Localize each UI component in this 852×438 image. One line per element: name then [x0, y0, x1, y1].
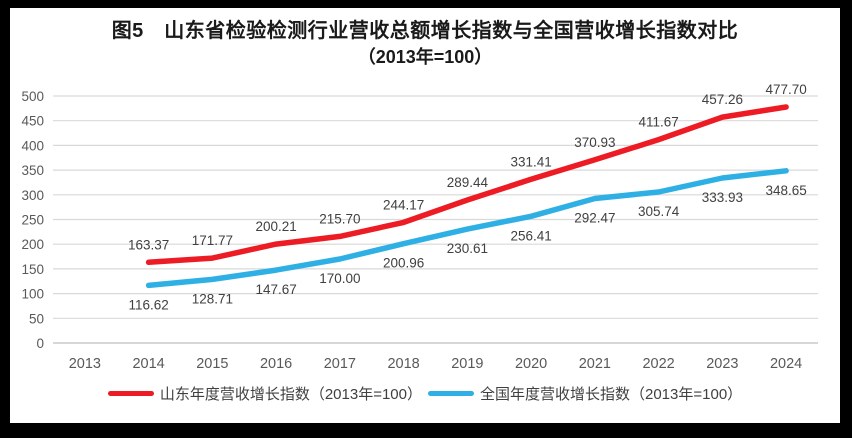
- data-label: 370.93: [574, 135, 615, 150]
- data-label: 215.70: [319, 212, 360, 227]
- series-line: [145, 168, 789, 289]
- data-label: 305.74: [638, 204, 680, 219]
- data-label: 116.62: [128, 298, 168, 313]
- x-axis-tick-label: 2015: [196, 356, 228, 372]
- y-axis-tick-label: 400: [21, 139, 44, 154]
- y-axis-tick-label: 100: [21, 287, 44, 302]
- data-label: 244.17: [383, 198, 424, 213]
- line-chart: 0 50 100 150 200 250 300 350 400 450 500 2013 2014 20…: [21, 82, 818, 372]
- legend-swatch: [107, 391, 154, 397]
- data-label: 331.41: [510, 155, 551, 170]
- data-label: 128.71: [192, 292, 233, 307]
- legend-item: 全国年度营收增长指数（2013年=100）: [428, 383, 742, 404]
- y-axis-tick-label: 300: [21, 188, 44, 203]
- data-label: 200.96: [383, 256, 424, 271]
- legend-label: 全国年度营收增长指数（2013年=100）: [480, 386, 743, 404]
- data-label: 289.44: [447, 175, 489, 190]
- chart-title-line1: 图5 山东省检验检测行业营收总额增长指数与全国营收增长指数对比: [111, 20, 739, 42]
- data-label: 147.67: [255, 282, 296, 297]
- y-axis-tick-label: 450: [21, 114, 44, 129]
- x-axis-tick-label: 2014: [132, 356, 164, 372]
- data-label: 170.00: [319, 271, 360, 286]
- data-label: 230.61: [447, 241, 488, 256]
- data-label: 333.93: [702, 190, 743, 205]
- data-label: 457.26: [702, 93, 743, 108]
- data-label: 171.77: [192, 234, 233, 249]
- series-line: [145, 104, 789, 266]
- x-axis-tick-label: 2017: [324, 356, 356, 372]
- data-label: 411.67: [638, 115, 678, 130]
- x-axis-tick-label: 2021: [579, 356, 611, 372]
- data-label: 477.70: [765, 82, 806, 97]
- chart-page: 图5 山东省检验检测行业营收总额增长指数与全国营收增长指数对比 （2013年=1…: [10, 8, 840, 423]
- y-axis-tick-label: 150: [21, 262, 44, 277]
- y-axis-tick-label: 350: [21, 163, 44, 178]
- y-axis-tick-label: 200: [21, 238, 44, 253]
- x-axis-tick-label: 2019: [451, 356, 483, 372]
- data-label: 292.47: [574, 211, 615, 226]
- chart-title: 图5 山东省检验检测行业营收总额增长指数与全国营收增长指数对比 （2013年=1…: [10, 8, 840, 69]
- x-axis-tick-label: 2013: [69, 356, 101, 372]
- y-axis-tick-label: 500: [21, 89, 44, 104]
- x-axis-tick-label: 2020: [515, 356, 547, 372]
- data-label: 348.65: [765, 183, 806, 198]
- y-axis-tick-label: 50: [29, 312, 44, 327]
- y-axis-tick-label: 0: [36, 336, 44, 351]
- x-axis-tick-label: 2023: [706, 356, 738, 372]
- x-axis-tick-label: 2022: [642, 356, 674, 372]
- legend-item: 山东年度营收增长指数（2013年=100）: [107, 383, 422, 404]
- chart-title-line2: （2013年=100）: [357, 47, 493, 67]
- chart-legend: 山东年度营收增长指数（2013年=100） 全国年度营收增长指数（2013年=10…: [10, 383, 840, 404]
- data-label: 200.21: [255, 219, 296, 234]
- legend-swatch: [428, 391, 474, 397]
- x-axis-tick-label: 2024: [770, 356, 802, 372]
- x-axis-tick-label: 2016: [260, 356, 292, 372]
- x-axis-tick-label: 2018: [387, 356, 419, 372]
- data-label: 256.41: [510, 229, 551, 244]
- y-axis-tick-label: 250: [21, 213, 44, 228]
- data-label: 163.37: [128, 238, 169, 253]
- legend-label: 山东年度营收增长指数（2013年=100）: [159, 386, 422, 404]
